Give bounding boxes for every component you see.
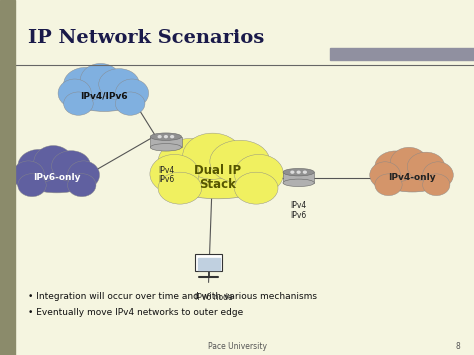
Ellipse shape (58, 79, 91, 108)
Text: • Eventually move IPv4 networks to outer edge: • Eventually move IPv4 networks to outer… (28, 308, 243, 317)
Ellipse shape (375, 174, 402, 196)
Ellipse shape (375, 151, 416, 182)
Ellipse shape (182, 133, 243, 179)
Text: IPv4
IPv6: IPv4 IPv6 (291, 201, 307, 220)
Bar (150, 137, 182, 147)
Bar (198, 258, 219, 269)
Ellipse shape (390, 147, 428, 179)
Bar (0, 0, 15, 355)
Text: Pace University: Pace University (208, 342, 266, 351)
Text: • Integration will occur over time and with various mechanisms: • Integration will occur over time and w… (28, 292, 317, 301)
Ellipse shape (423, 162, 453, 189)
Ellipse shape (171, 136, 173, 138)
Ellipse shape (18, 149, 60, 182)
Ellipse shape (370, 162, 401, 189)
Ellipse shape (150, 144, 182, 151)
Text: IPv4
IPv6: IPv4 IPv6 (158, 166, 174, 185)
Ellipse shape (21, 162, 92, 193)
Ellipse shape (34, 146, 73, 179)
Ellipse shape (291, 171, 294, 173)
Ellipse shape (12, 161, 45, 189)
Ellipse shape (164, 156, 273, 199)
Ellipse shape (18, 174, 46, 197)
Ellipse shape (210, 140, 270, 183)
Ellipse shape (52, 151, 91, 181)
Text: IP Network Scenarios: IP Network Scenarios (28, 29, 264, 47)
Ellipse shape (64, 67, 108, 101)
Text: Dual IP
Stack: Dual IP Stack (194, 164, 242, 191)
Text: IPv4-only: IPv4-only (389, 173, 436, 182)
Ellipse shape (158, 136, 161, 138)
Text: IPv6 node: IPv6 node (195, 293, 233, 302)
Ellipse shape (115, 92, 145, 115)
Ellipse shape (64, 92, 93, 115)
Ellipse shape (67, 174, 96, 197)
Ellipse shape (164, 136, 167, 138)
Bar (283, 172, 314, 183)
Ellipse shape (297, 171, 300, 173)
Ellipse shape (283, 168, 314, 176)
Ellipse shape (423, 174, 450, 196)
Text: IPv4/IPv6: IPv4/IPv6 (81, 91, 128, 100)
Ellipse shape (234, 154, 283, 193)
Ellipse shape (150, 154, 199, 193)
Ellipse shape (407, 152, 445, 181)
Ellipse shape (234, 172, 278, 204)
Bar (195, 254, 222, 271)
Ellipse shape (158, 172, 202, 204)
Ellipse shape (158, 138, 224, 185)
Ellipse shape (283, 179, 314, 187)
Text: IPv6-only: IPv6-only (33, 173, 81, 182)
Ellipse shape (99, 69, 139, 100)
Ellipse shape (115, 79, 149, 108)
Ellipse shape (150, 133, 182, 141)
Text: 8: 8 (455, 342, 460, 351)
Ellipse shape (67, 80, 141, 111)
Ellipse shape (67, 161, 100, 189)
Ellipse shape (80, 64, 121, 97)
Bar (330, 48, 474, 60)
Ellipse shape (303, 171, 306, 173)
Ellipse shape (378, 163, 447, 192)
